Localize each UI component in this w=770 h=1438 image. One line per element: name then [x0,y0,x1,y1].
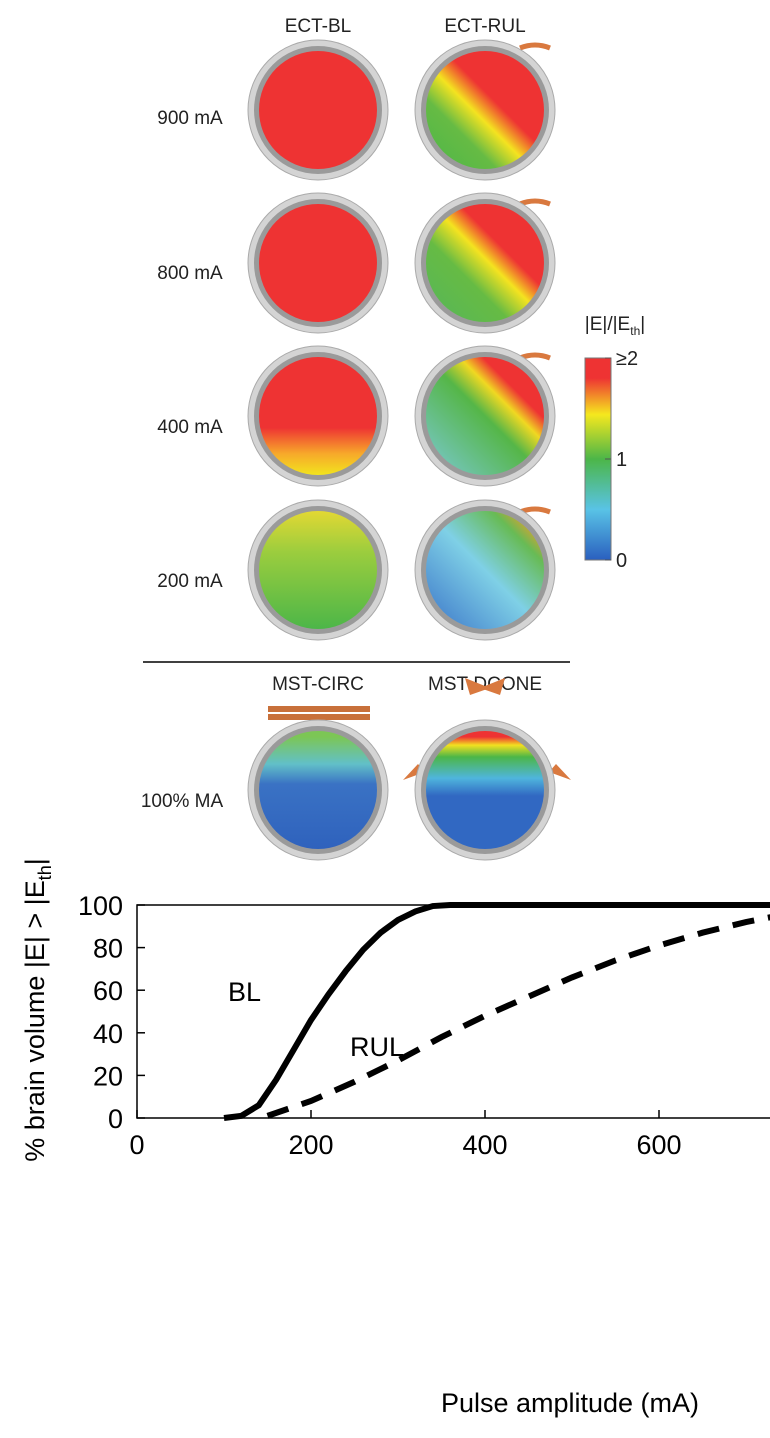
row-label: 900 mA [157,108,223,129]
brain-field [426,204,544,322]
row-label: 400 mA [157,417,223,438]
y-axis-label-part: | [20,858,50,865]
y-tick-label: 20 [93,1061,123,1091]
y-tick-label: 80 [93,934,123,964]
brain-field [426,511,544,629]
y-axis-label-part: % brain volume |E| > |E [20,880,50,1161]
brain-field [259,204,377,322]
x-tick-label: 600 [636,1130,681,1160]
y-tick-label: 0 [108,1104,123,1134]
column-label: ECT-RUL [444,16,525,37]
colorbar-tick-label: 1 [616,449,627,471]
y-tick-label: 100 [78,891,123,921]
colorbar-title-part: | [640,314,645,335]
colorbar-tick-label: ≥2 [616,348,638,370]
brain-field [259,51,377,169]
colorbar-tick-label: 0 [616,550,627,572]
brain-field [259,357,377,475]
series-label: RUL [350,1032,404,1062]
x-axis-label: Pulse amplitude (mA) [441,1388,699,1418]
row-label: 800 mA [157,263,223,284]
page: {"figure": { "column_labels": ["ECT-BL",… [0,0,770,1438]
brain-field [259,731,377,849]
x-tick-label: 200 [288,1130,333,1160]
series-label: BL [228,977,261,1007]
plot-frame [137,905,770,1118]
line [268,905,770,1116]
column-label: ECT-BL [285,16,352,37]
figure: ECT-BL ECT-RUL 900 mA 800 mA 400 mA 200 … [0,0,770,1438]
x-tick-label: 0 [129,1130,144,1160]
y-axis-label: % brain volume |E| > |Eth| [20,858,55,1161]
brain-field [259,511,377,629]
brain-field [426,731,544,849]
y-axis-label-sub: th [35,865,55,880]
row-label: 200 mA [157,571,223,592]
colorbar-title: |E|/|Eth| [585,314,645,338]
column-label: MST-CIRC [272,674,364,695]
colorbar-title-part: |E|/|E [585,314,630,335]
column-label: MST-DCONE [428,674,542,695]
colorbar-title-sub: th [630,324,640,338]
brain-field [426,357,544,475]
x-tick-label: 400 [462,1130,507,1160]
brain-field [426,51,544,169]
y-tick-label: 40 [93,1019,123,1049]
y-tick-label: 60 [93,976,123,1006]
row-label: 100% MA [141,791,224,812]
